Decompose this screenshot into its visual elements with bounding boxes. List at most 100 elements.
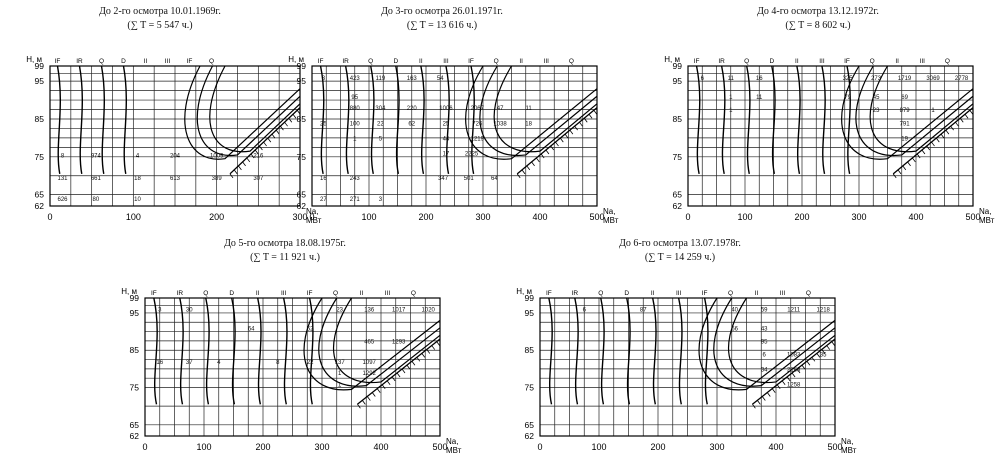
x-tick-label: 500 bbox=[965, 212, 980, 222]
zone-boundary-curve bbox=[470, 65, 475, 174]
cell-value: 30 bbox=[186, 308, 193, 314]
zone-boundary-curve bbox=[395, 65, 400, 174]
x-tick-label: 100 bbox=[361, 212, 376, 222]
cell-value: 52 bbox=[307, 326, 314, 332]
limit-hatch bbox=[579, 121, 583, 127]
zone-boundary-curve bbox=[56, 65, 62, 174]
y-tick-label: 95 bbox=[525, 308, 535, 318]
cell-value: 16 bbox=[320, 176, 327, 182]
zone-label: IR bbox=[342, 58, 349, 65]
zone-boundary-curve bbox=[821, 65, 826, 174]
zone-label: III bbox=[165, 58, 171, 65]
zone-boundary-curve bbox=[184, 65, 301, 160]
cell-value: 1292 bbox=[363, 371, 377, 377]
cell-value: 1 bbox=[338, 371, 342, 377]
x-tick-label: 400 bbox=[532, 212, 547, 222]
x-tick-label: 100 bbox=[591, 442, 606, 452]
x-tick-label: 0 bbox=[142, 442, 147, 452]
zone-boundary-curve bbox=[205, 297, 210, 405]
limit-hatch bbox=[280, 125, 284, 131]
limit-hatch bbox=[781, 380, 786, 386]
zone-boundary-curve bbox=[153, 297, 158, 405]
cell-value: 62 bbox=[408, 121, 415, 127]
y-tick-label: 99 bbox=[525, 293, 535, 303]
limit-hatch bbox=[421, 353, 426, 358]
cell-value: 1 bbox=[338, 382, 342, 388]
cell-value: 80 bbox=[92, 197, 99, 203]
cell-value: 791 bbox=[900, 121, 911, 127]
x-axis-label: Na, МВт bbox=[841, 437, 857, 455]
chart-subtitle: (∑ T = 11 921 ч.) bbox=[250, 252, 320, 263]
zone-boundary-curve bbox=[841, 65, 974, 160]
cell-value: 1 bbox=[931, 108, 935, 114]
zone-label: Q bbox=[411, 290, 416, 297]
cell-value: 2168 bbox=[787, 367, 801, 373]
cell-value: 11 bbox=[525, 106, 532, 112]
limit-hatch bbox=[574, 125, 578, 131]
cell-value: 1 bbox=[353, 136, 357, 142]
limit-hatch bbox=[411, 360, 416, 366]
cell-value: 137 bbox=[335, 360, 346, 366]
limit-hatch bbox=[536, 157, 540, 163]
zone-label: III bbox=[544, 58, 550, 65]
chart-panel-5: До 6-го осмотра 13.07.1978г. (∑ T = 14 2… bbox=[500, 238, 860, 462]
x-tick-label: 0 bbox=[685, 212, 690, 222]
zone-boundary-curve bbox=[869, 65, 974, 153]
zone-label: IR bbox=[76, 58, 83, 65]
cell-value: 626 bbox=[57, 197, 68, 203]
y-tick-label: 75 bbox=[297, 152, 307, 162]
y-tick-label: 75 bbox=[130, 383, 140, 393]
limit-hatch bbox=[912, 157, 916, 163]
cell-value: 6 bbox=[583, 308, 587, 314]
cell-value: 880 bbox=[350, 106, 361, 112]
cell-value: 1 bbox=[729, 95, 733, 101]
cell-value: 79 bbox=[844, 95, 851, 101]
cell-value: 131 bbox=[57, 176, 68, 182]
chart-title: До 4-го осмотра 13.12.1972г. bbox=[757, 6, 879, 17]
cell-value: 69 bbox=[901, 95, 908, 101]
zone-label: Q bbox=[333, 290, 338, 297]
limit-hatch bbox=[921, 149, 926, 155]
limit-hatch bbox=[826, 345, 831, 350]
limit-hatch bbox=[516, 173, 521, 179]
zone-label: II bbox=[144, 58, 148, 65]
limit-hatch bbox=[588, 114, 593, 119]
cell-value: 119 bbox=[376, 76, 386, 82]
zone-label: IF bbox=[307, 290, 313, 297]
limit-line bbox=[892, 107, 974, 175]
zone-label: II bbox=[360, 290, 364, 297]
zone-label: Q bbox=[494, 58, 499, 65]
chart-title: До 2-го осмотра 10.01.1969г. bbox=[99, 6, 221, 17]
cell-value: 19 bbox=[901, 136, 908, 142]
limit-hatch bbox=[238, 165, 242, 171]
x-tick-label: 500 bbox=[589, 212, 604, 222]
limit-hatch bbox=[229, 173, 234, 179]
chart-title: До 5-го осмотра 18.08.1975г. bbox=[224, 238, 346, 249]
limit-hatch bbox=[801, 364, 806, 370]
x-tick-label: 200 bbox=[255, 442, 270, 452]
zone-boundary-curve bbox=[698, 297, 836, 391]
zone-label: D bbox=[769, 58, 774, 65]
zone-boundary-curve bbox=[100, 65, 106, 174]
zone-boundary-curve bbox=[796, 65, 801, 174]
limit-hatch bbox=[371, 392, 376, 397]
limit-hatch bbox=[766, 392, 771, 397]
zone-label: III bbox=[385, 290, 391, 297]
y-tick-label: 62 bbox=[525, 431, 535, 441]
zone-boundary-curve bbox=[677, 297, 683, 405]
cell-value: 23 bbox=[873, 108, 880, 114]
zone-boundary-curve bbox=[445, 65, 450, 174]
limit-hatch bbox=[521, 169, 526, 175]
cell-value: 11 bbox=[728, 76, 735, 82]
zone-boundary-curve bbox=[344, 65, 350, 174]
x-tick-label: 400 bbox=[768, 442, 783, 452]
chart-subtitle: (∑ T = 13 616 ч.) bbox=[406, 20, 478, 31]
cell-value: 2225 bbox=[465, 152, 479, 158]
x-tick-label: 100 bbox=[196, 442, 211, 452]
limit-hatch bbox=[757, 400, 761, 405]
zone-label: II bbox=[895, 58, 899, 65]
zone-boundary-curve bbox=[703, 297, 709, 405]
